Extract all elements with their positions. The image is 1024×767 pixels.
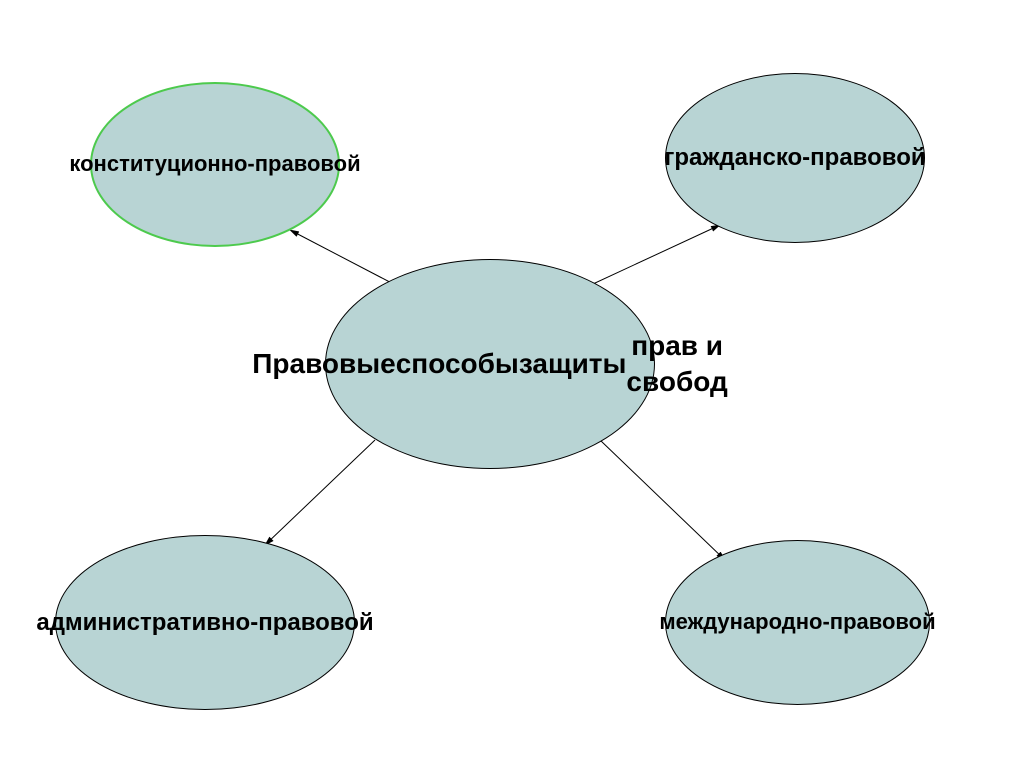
- node-label-line: конституционно-: [69, 150, 254, 179]
- node-label-line: гражданско-: [664, 142, 810, 173]
- node-label-line: правовой: [810, 142, 925, 173]
- node-label-line: защиты: [519, 346, 627, 382]
- node-label-line: административно-: [36, 607, 258, 638]
- node-label-line: способы: [396, 346, 519, 382]
- bottom-right-node: международно-правовой: [665, 540, 930, 705]
- bottom-left-node: административно-правовой: [55, 535, 355, 710]
- node-label-line: прав и свобод: [626, 328, 727, 401]
- top-left-node: конституционно-правовой: [90, 82, 340, 247]
- top-right-node: гражданско-правовой: [665, 73, 925, 243]
- node-label-line: правовой: [258, 607, 373, 638]
- node-label-line: Правовые: [252, 346, 395, 382]
- node-label-line: международно-: [659, 608, 829, 637]
- node-label-line: правовой: [830, 608, 936, 637]
- node-label-line: правовой: [255, 150, 361, 179]
- center-node: Правовыеспособызащитыправ и свобод: [325, 259, 655, 469]
